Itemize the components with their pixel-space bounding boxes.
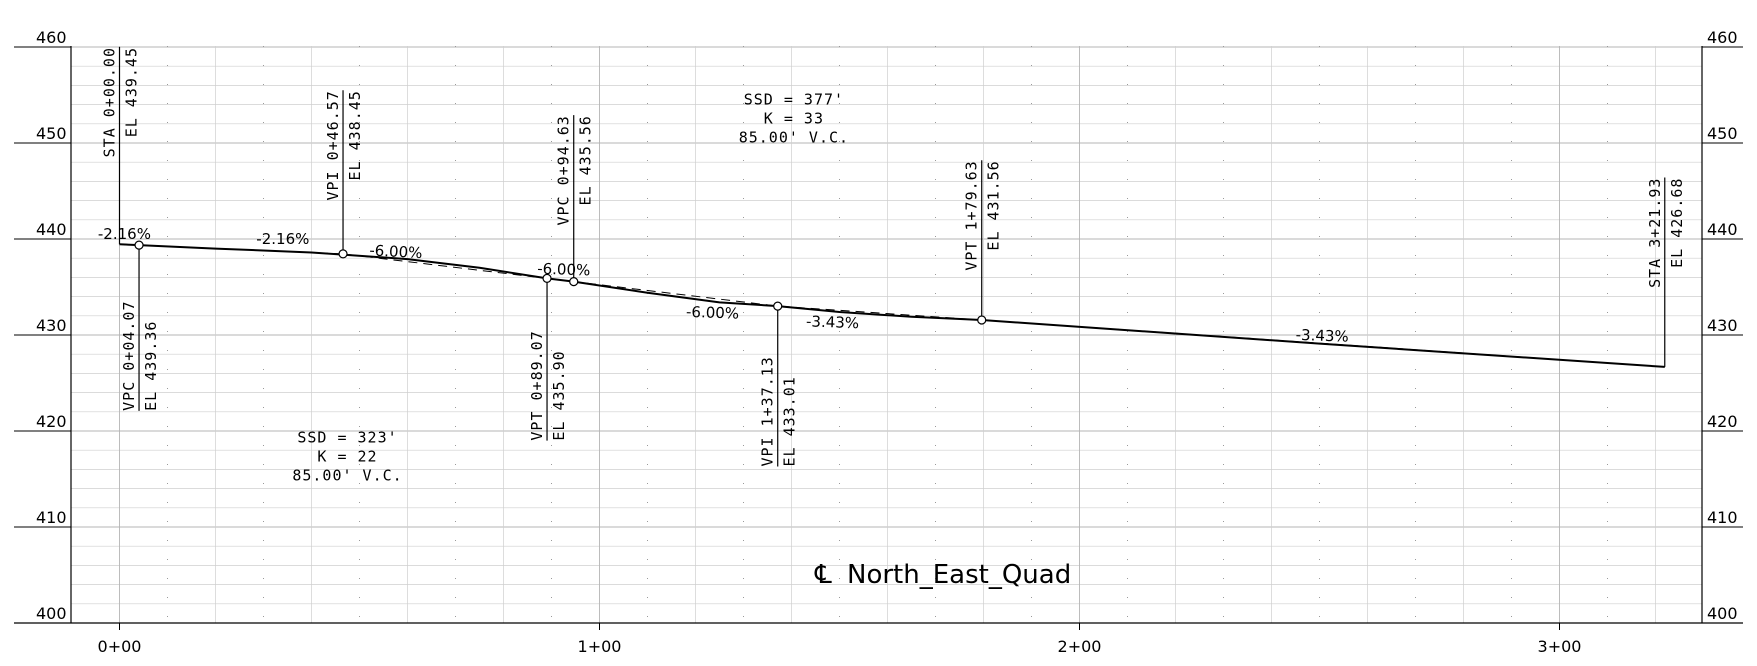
curve-note-line: 85.00' V.C.: [739, 129, 849, 147]
callout-label: EL 435.56: [577, 115, 595, 205]
callout-label: VPC 0+04.07: [120, 300, 138, 410]
callout-label: VPC 0+94.63: [555, 115, 573, 225]
elevation-tick-label: 410: [36, 508, 67, 527]
grade-label: -3.43%: [1295, 326, 1349, 346]
station-tick-label: 1+00: [578, 637, 622, 656]
elevation-tick-label: 400: [36, 604, 67, 623]
callout-label: STA 0+00.00: [101, 47, 119, 157]
vertical-point-marker: [338, 249, 348, 259]
callout-vpc-1: VPC 0+04.07 EL 439.36: [120, 245, 160, 411]
grade-label: -2.16%: [256, 230, 309, 248]
elevation-tick-label: 420: [1707, 412, 1738, 431]
elevation-tick-label: 440: [36, 220, 67, 239]
vertical-point-marker: [134, 240, 144, 250]
elevation-tick-label: 430: [1707, 316, 1738, 335]
elevation-tick-label: 460: [36, 28, 67, 47]
elevation-tick-label: 430: [36, 316, 67, 335]
callout-vpt-1: VPT 0+89.07 EL 435.90: [528, 278, 568, 441]
elevation-tick-label: 410: [1707, 508, 1738, 527]
grade-label: -3.43%: [806, 312, 860, 332]
callout-label: EL 431.56: [985, 160, 1003, 250]
callout-label: VPT 1+79.63: [963, 160, 981, 270]
elevation-axis-left: 400 410 420 430 440 450 460: [14, 28, 71, 624]
grade-label: -6.00%: [537, 260, 591, 280]
curve-note-line: 85.00' V.C.: [292, 467, 402, 485]
elevation-tick-label: 420: [36, 412, 67, 431]
callout-label: EL 435.90: [550, 350, 568, 440]
curve-note-line: SSD = 323': [297, 429, 397, 447]
callout-vpc-2: VPC 0+94.63 EL 435.56: [555, 115, 595, 282]
grade-label: -2.16%: [98, 225, 151, 243]
callout-label: EL 439.45: [123, 47, 141, 137]
frame: [14, 46, 1743, 624]
callout-vpt-2: VPT 1+79.63 EL 431.56: [963, 160, 1003, 321]
callout-label: VPI 0+46.57: [324, 90, 342, 200]
finished-grade-profile: [119, 243, 1665, 368]
vertical-point-marker: [773, 301, 783, 311]
grade-label: -6.00%: [686, 303, 740, 323]
callout-sta-end: STA 3+21.93 EL 426.68: [1646, 177, 1686, 367]
curve-note-line: K = 22: [317, 448, 377, 466]
elevation-tick-label: 450: [36, 124, 67, 143]
grade-label: -6.00%: [369, 241, 423, 262]
callout-vpi-2: VPI 1+37.13 EL 433.01: [759, 306, 799, 467]
station-tick-label: 2+00: [1058, 637, 1102, 656]
elevation-tick-label: 460: [1707, 28, 1738, 47]
tangent-line: [139, 244, 1665, 368]
callout-label: VPI 1+37.13: [759, 356, 777, 466]
profile-title: North_East_Quad: [847, 560, 1071, 590]
callout-label: EL 438.45: [346, 90, 364, 180]
vertical-tangents: [139, 244, 1665, 368]
profile-line: [119, 243, 1665, 368]
grid: [71, 46, 1702, 624]
station-axis: 0+00 1+00 2+00 3+00: [98, 623, 1582, 656]
callout-label: EL 433.01: [781, 376, 799, 466]
callout-label: EL 426.68: [1668, 178, 1686, 268]
callout-label: VPT 0+89.07: [528, 330, 546, 440]
elevation-tick-label: 440: [1707, 220, 1738, 239]
centerline-symbol: ℄: [814, 560, 832, 590]
vertical-point-markers: [134, 240, 987, 325]
callout-vpi-1: VPI 0+46.57 EL 438.45: [324, 90, 364, 254]
curve-note-line: K = 33: [764, 110, 824, 128]
vertical-point-marker: [542, 273, 552, 283]
elevation-tick-label: 450: [1707, 124, 1738, 143]
elevation-tick-label: 400: [1707, 604, 1738, 623]
grade-labels: -2.16% -2.16% -6.00% -6.00% -6.00% -3.43% -3.4…: [98, 225, 1349, 346]
vertical-point-marker: [977, 315, 987, 325]
station-tick-label: 0+00: [98, 637, 142, 656]
vertical-point-marker: [569, 277, 579, 287]
curve-note-line: SSD = 377': [744, 91, 844, 109]
callout-label: STA 3+21.93: [1646, 178, 1664, 288]
callout-label: EL 439.36: [142, 321, 160, 411]
elevation-axis-right: 400 410 420 430 440 450 460: [1702, 28, 1743, 624]
callout-sta-begin: STA 0+00.00 EL 439.45: [101, 47, 141, 245]
station-tick-label: 3+00: [1538, 637, 1582, 656]
